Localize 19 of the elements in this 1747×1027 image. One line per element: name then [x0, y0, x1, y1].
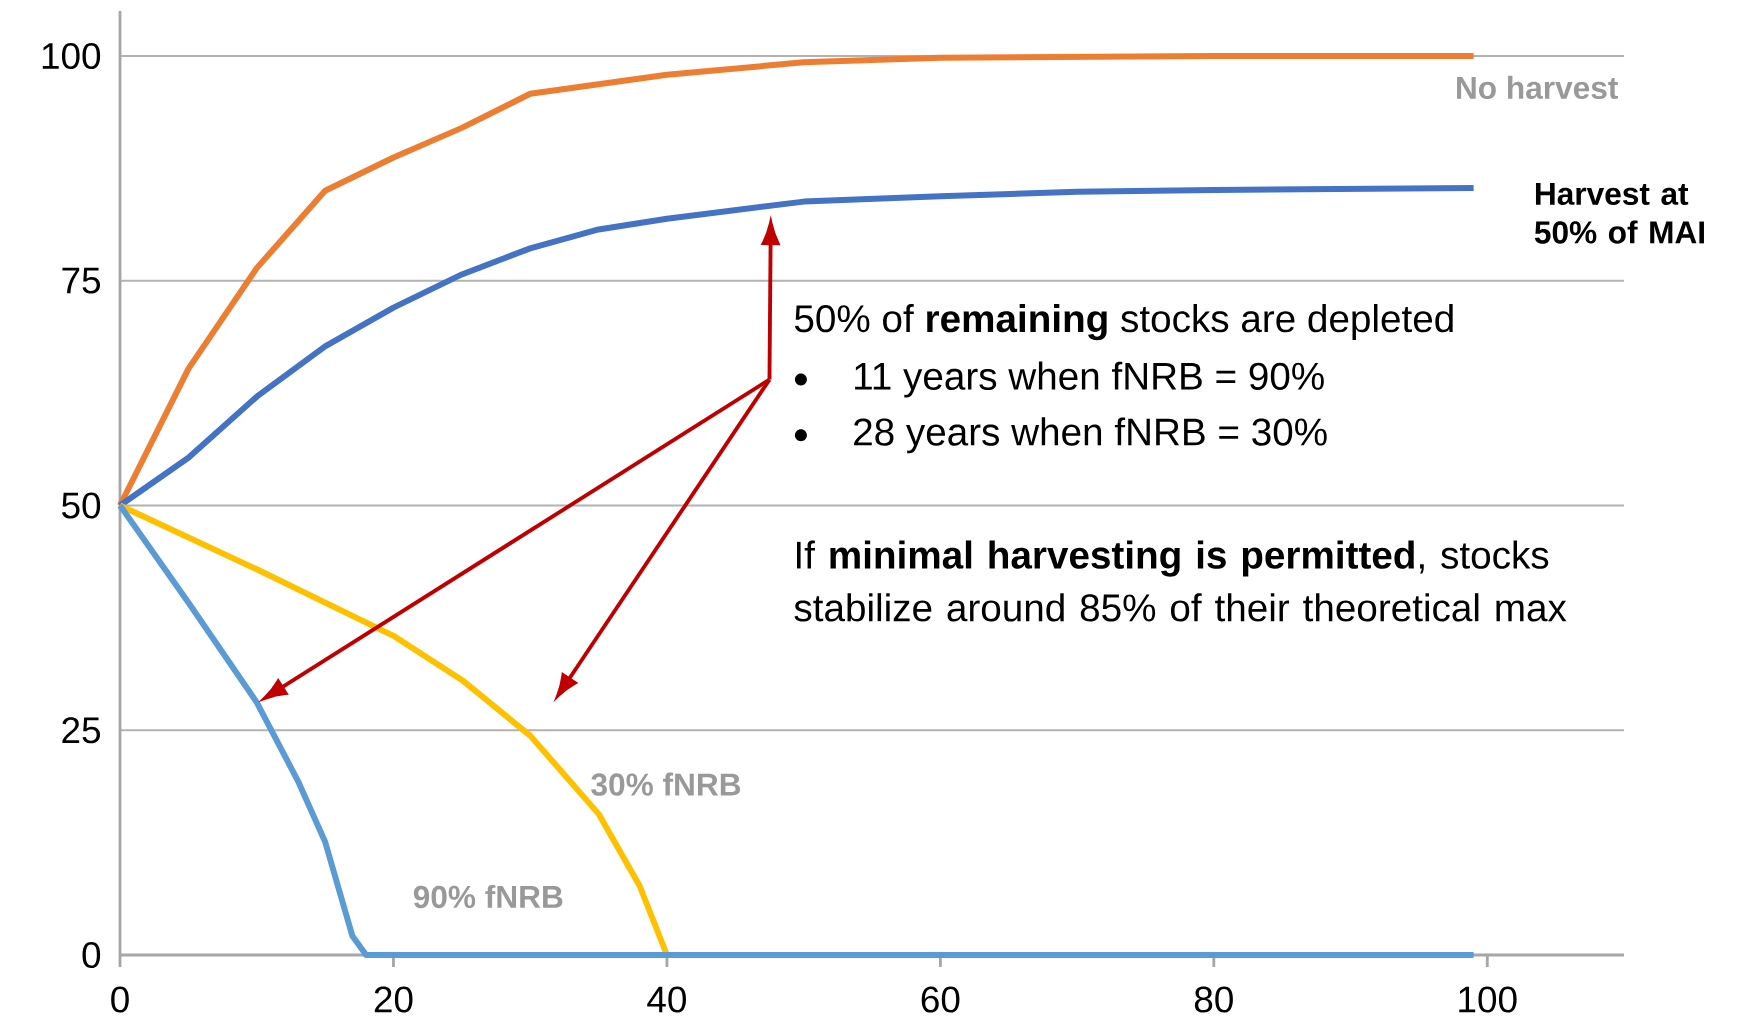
- x-tick-label: 40: [647, 986, 686, 1013]
- annotation: If minimal harvesting is permitted, stocks stabilize around 85% of their theoretical max: [794, 540, 1567, 622]
- series-label: No harvest: [1457, 75, 1618, 100]
- x-tick-label: 20: [374, 986, 413, 1013]
- x-tick-label: 100: [1459, 986, 1517, 1013]
- y-tick-label: 25: [62, 717, 101, 744]
- x-tick-label: 0: [111, 986, 129, 1013]
- y-tick-label: 0: [82, 941, 101, 969]
- x-tick-label: 80: [1194, 986, 1233, 1013]
- annotation: 28 years when fNRB = 30%: [854, 417, 1327, 454]
- series-label: 90% fNRB: [413, 884, 563, 909]
- annotation: 50% of remaining stocks are depleted: [794, 303, 1453, 341]
- series-label: 30% fNRB: [591, 772, 741, 796]
- annotation: 11 years when fNRB = 90%: [855, 361, 1324, 398]
- y-tick-label: 100: [42, 42, 101, 70]
- y-tick-label: 50: [62, 492, 101, 519]
- x-tick-label: 60: [921, 986, 960, 1013]
- y-tick-label: 75: [62, 267, 101, 294]
- series-label: Harvest at 50% of MAI: [1534, 182, 1704, 244]
